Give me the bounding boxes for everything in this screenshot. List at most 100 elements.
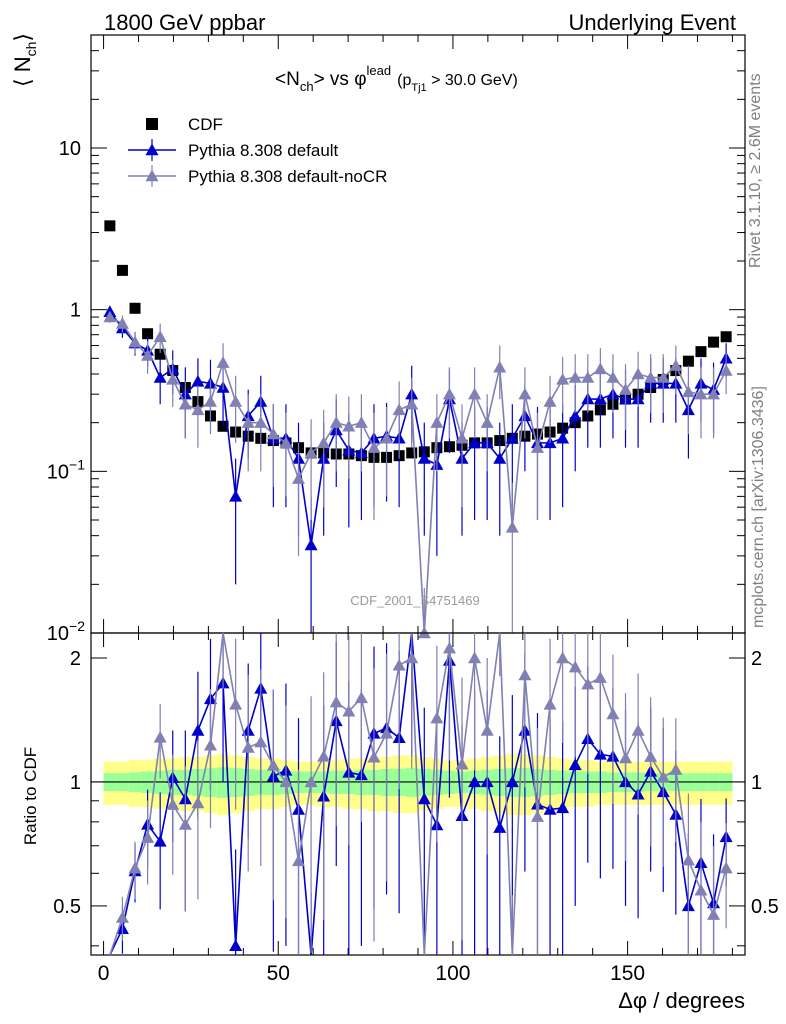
- ratio-point: [178, 818, 192, 830]
- ratio-point: [656, 770, 670, 783]
- y-tick-label: 10−2: [47, 618, 85, 645]
- ratio-point: [191, 796, 205, 809]
- ratio-point: [279, 775, 293, 788]
- ratio-point: [342, 704, 356, 717]
- y-label-top-main: ⟨ N: [10, 56, 35, 87]
- legend-label: Pythia 8.308 default: [188, 141, 339, 160]
- title-cond-close: > 30.0 GeV): [427, 72, 518, 89]
- ratio-point: [229, 939, 243, 952]
- top-y-ticks: 10 1 10−1 10−2: [47, 34, 745, 645]
- ratio-panel: 0 50 100 150 0.5 0.5 1 1 2 2: [53, 35, 779, 985]
- ratio-point: [292, 854, 306, 867]
- legend-marker-cdf: [146, 118, 158, 130]
- mc-point: [405, 397, 419, 410]
- header-left: 1800 GeV ppbar: [104, 10, 265, 35]
- ratio-point: [166, 798, 180, 810]
- ratio-point: [556, 801, 570, 814]
- ratio-point: [707, 908, 721, 920]
- ratio-point: [141, 831, 155, 843]
- ratio-point: [191, 724, 205, 736]
- mc-point: [556, 372, 570, 385]
- cdf-point: [104, 220, 116, 232]
- mc-point: [417, 452, 431, 464]
- mc-point: [530, 441, 544, 453]
- ratio-point: [694, 883, 708, 896]
- ratio-point: [493, 821, 507, 833]
- y-label-top-close: ⟩: [10, 33, 35, 42]
- series-line: [109, 316, 727, 634]
- plot-title: <Nch> vs φlead (pTj1 > 30.0 GeV): [275, 63, 518, 94]
- ratio-point: [254, 735, 268, 748]
- title-pre: <N: [275, 69, 300, 90]
- mc-point: [505, 431, 519, 444]
- mc-point: [329, 416, 343, 428]
- x-ticks: 0 50 100 150: [98, 35, 733, 985]
- mc-point: [317, 436, 331, 449]
- ratio-point: [468, 651, 482, 664]
- ratio-line: [109, 632, 727, 956]
- mc-point: [191, 374, 205, 387]
- ratio-point: [468, 775, 482, 788]
- ratio-y-tick-label: 2: [70, 648, 81, 670]
- mc-point: [417, 626, 431, 639]
- ratio-point: [354, 691, 368, 704]
- cdf-point: [695, 346, 707, 358]
- analysis-watermark: CDF_2001_S4751469: [350, 593, 479, 608]
- main-panel: 10 1 10−1 10−2: [47, 34, 746, 645]
- legend-label: Pythia 8.308 default-noCR: [188, 167, 387, 186]
- x-tick-label: 150: [610, 962, 645, 985]
- mc-point: [669, 359, 683, 371]
- cdf-point: [129, 302, 141, 314]
- y-axis-label-top: ⟨ Nch⟩: [10, 33, 39, 87]
- svg-text:⟨ Nch⟩: ⟨ Nch⟩: [10, 33, 39, 87]
- title-sup: lead: [367, 63, 392, 78]
- mc-point: [229, 395, 243, 407]
- ratio-point: [606, 707, 620, 720]
- mc-point: [518, 387, 532, 400]
- ratio-point: [442, 641, 456, 654]
- mc-point: [581, 371, 595, 383]
- ratio-point: [593, 671, 607, 683]
- mc-point: [606, 371, 620, 383]
- ratio-point: [644, 750, 658, 762]
- mc-point: [191, 403, 205, 416]
- mc-point: [292, 472, 306, 484]
- ratio-point: [619, 751, 633, 764]
- mc-point: [468, 387, 482, 400]
- mc-point: [556, 431, 570, 444]
- ratio-point: [669, 763, 683, 775]
- series-2-ratio: [109, 632, 733, 956]
- mc-point: [707, 387, 721, 400]
- mc-point: [392, 403, 406, 416]
- title-mid: > vs: [314, 69, 355, 90]
- ratio-point: [455, 757, 469, 770]
- title-sub1: ch: [300, 79, 314, 94]
- mc-point: [380, 431, 394, 444]
- ratio-point: [229, 697, 243, 710]
- mc-point: [505, 520, 519, 533]
- ratio-point: [719, 861, 733, 874]
- mc-point: [153, 371, 167, 383]
- ratio-point: [392, 658, 406, 671]
- mc-point: [568, 409, 582, 422]
- y-label-top-sub: ch: [23, 42, 39, 57]
- ratio-point: [581, 677, 595, 690]
- title-cond-open: (p: [397, 72, 411, 89]
- mc-point: [153, 330, 167, 342]
- mc-point: [266, 427, 280, 440]
- mc-point: [115, 317, 129, 329]
- mc-point: [141, 349, 155, 361]
- mc-point: [593, 362, 607, 375]
- cdf-point: [708, 336, 720, 348]
- bottom-y-ticks: 0.5 0.5 1 1 2 2: [53, 648, 779, 947]
- ratio-point: [568, 660, 582, 673]
- side-rivet-text: Rivet 3.1.10, ≥ 2.6M events: [747, 73, 764, 268]
- ratio-point: [203, 738, 217, 751]
- x-tick-label: 0: [98, 962, 110, 985]
- mc-point: [493, 452, 507, 464]
- ratio-y-tick-label-right: 0.5: [751, 896, 779, 918]
- ratio-point: [518, 668, 532, 681]
- mc-point: [656, 371, 670, 383]
- mc-point: [543, 395, 557, 407]
